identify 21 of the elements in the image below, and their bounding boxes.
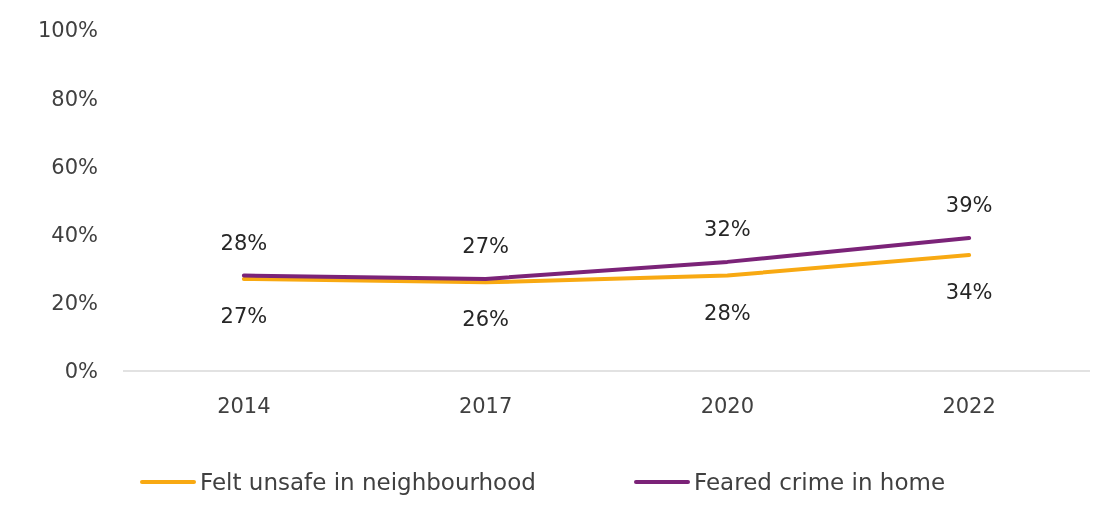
y-tick-label: 40% (51, 222, 98, 247)
data-label: 26% (462, 307, 509, 332)
data-label: 28% (704, 300, 751, 325)
data-label: 28% (220, 230, 268, 255)
data-label: 27% (220, 303, 268, 328)
legend-label: Felt unsafe in neighbourhood (200, 469, 536, 496)
line-series (241, 253, 972, 285)
legend-label: Feared crime in home (694, 469, 946, 496)
x-tick-label: 2022 (942, 394, 996, 418)
y-tick-label: 60% (51, 154, 98, 179)
data-label: 39% (945, 193, 993, 218)
y-tick-label: 100% (37, 18, 98, 43)
y-tick-label: 20% (51, 291, 98, 316)
x-tick-label: 2017 (458, 394, 513, 418)
data-label: 34% (945, 280, 993, 305)
data-label: 32% (704, 216, 751, 241)
y-tick-label: 0% (64, 359, 98, 384)
x-tick-label: 2014 (217, 394, 271, 418)
x-tick-label: 2020 (700, 394, 755, 418)
data-label: 27% (462, 233, 509, 258)
y-tick-label: 80% (51, 86, 98, 111)
